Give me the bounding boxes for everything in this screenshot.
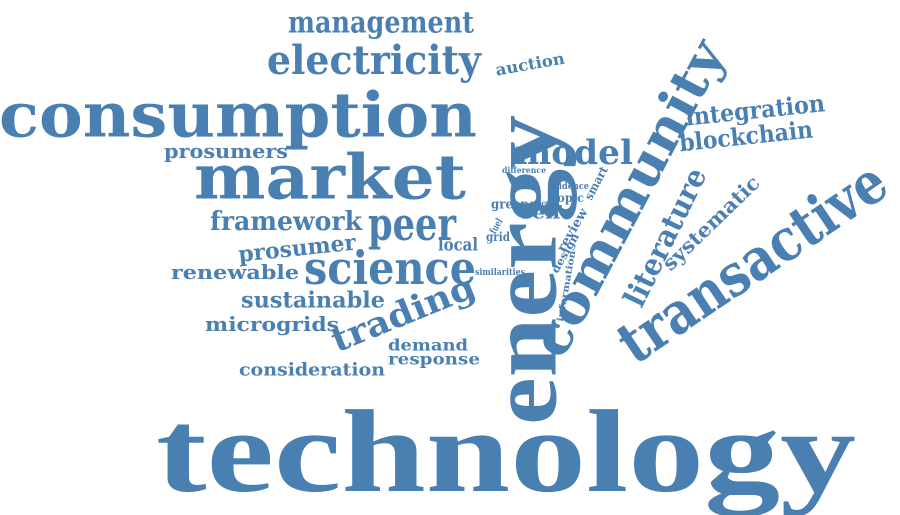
- word-electricity: electricity: [267, 36, 481, 84]
- word-renewable: renewable: [171, 260, 299, 284]
- word-evidence: evidence: [549, 180, 589, 192]
- word-difference: difference: [502, 165, 546, 175]
- word-peer: peer: [368, 196, 456, 252]
- word-green: green: [491, 196, 529, 212]
- word-market: market: [194, 140, 466, 214]
- word-model: model: [515, 131, 633, 173]
- word-science: science: [304, 240, 476, 296]
- word-auction: auction: [493, 48, 567, 80]
- word-sustainable: sustainable: [241, 287, 385, 313]
- word-prosumers: prosumers: [164, 139, 288, 163]
- word-management: management: [288, 4, 474, 40]
- word-grid: grid: [486, 229, 510, 245]
- word-similarities: similarities: [475, 266, 525, 278]
- word-consumption: consumption: [0, 78, 477, 152]
- word-consideration: consideration: [239, 358, 385, 380]
- word-local: local: [438, 233, 478, 255]
- word-microgrids: microgrids: [205, 312, 339, 336]
- word-paper: paper: [530, 198, 548, 208]
- word-technology: technology: [156, 385, 856, 515]
- word-self: self: [521, 201, 561, 223]
- word-framework: framework: [210, 205, 362, 237]
- word-response: response: [388, 349, 480, 369]
- word-demand: demand: [388, 335, 468, 355]
- word-topic: topic: [552, 190, 584, 206]
